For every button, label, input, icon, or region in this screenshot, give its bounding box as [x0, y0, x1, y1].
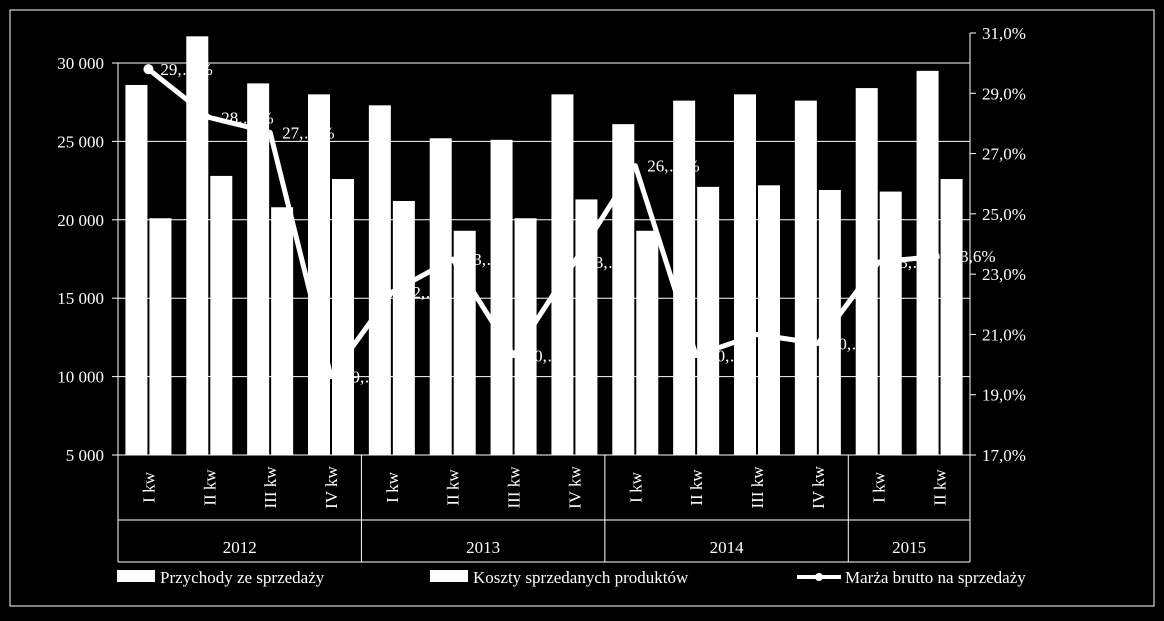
legend-layer: Przychody ze sprzedaży Koszty sprzedanych… — [117, 568, 1026, 587]
bar-przychody — [551, 94, 574, 456]
bar-koszty — [575, 199, 598, 455]
data-label: 29,…% — [160, 60, 212, 79]
legend-przychody-swatch — [117, 570, 155, 582]
legend-marza-label: Marża brutto na sprzedaży — [845, 568, 1026, 587]
data-label: 20,… — [830, 334, 868, 353]
line-layer — [143, 64, 940, 380]
x-category-label: IV kw — [565, 465, 584, 508]
bar-przychody — [186, 36, 209, 456]
data-label: 23,6% — [952, 247, 996, 266]
legend-koszty-swatch — [430, 570, 468, 582]
data-label: 1… — [769, 325, 795, 344]
y-tick-label-right: 31,0% — [982, 24, 1026, 43]
series-line-marza — [146, 67, 940, 380]
bar-koszty — [271, 207, 294, 455]
y-tick-label-left: 15 000 — [57, 289, 104, 308]
data-label: 19,… — [343, 368, 381, 387]
legend-przychody-label: Przychody ze sprzedaży — [160, 568, 325, 587]
x-year-label: 2014 — [710, 538, 745, 557]
x-category-label: III kw — [748, 466, 767, 509]
x-category-label: II kw — [687, 469, 706, 506]
x-category-label: II kw — [931, 469, 950, 506]
bar-przychody — [612, 124, 635, 455]
y-tick-label-left: 25 000 — [57, 132, 104, 151]
bar-koszty — [879, 191, 902, 456]
bar-przychody — [429, 138, 452, 456]
x-category-label: II kw — [200, 469, 219, 506]
legend-koszty-label: Koszty sprzedanych produktów — [473, 568, 689, 587]
bar-przychody — [308, 94, 330, 456]
x-category-label: IV kw — [809, 465, 828, 508]
data-label: 27,…% — [282, 123, 334, 142]
data-label: 20,… — [526, 347, 564, 366]
x-category-label: I kw — [139, 471, 158, 502]
x-category-label: IV kw — [322, 465, 341, 508]
bar-koszty — [758, 185, 780, 455]
x-year-label: 2015 — [892, 538, 926, 557]
data-label: 23,… — [465, 250, 503, 269]
bar-przychody — [673, 100, 696, 455]
y-tick-label-left: 10 000 — [57, 368, 104, 387]
y-tick-label-right: 29,0% — [982, 84, 1026, 103]
x-category-label: II kw — [444, 469, 463, 506]
data-label: 23,… — [586, 253, 624, 272]
y-tick-label-left: 20 000 — [57, 211, 104, 230]
bar-koszty — [332, 179, 354, 456]
y-tick-label-right: 25,0% — [982, 205, 1026, 224]
y-tick-label-right: 23,0% — [982, 265, 1026, 284]
data-label: 26,…% — [647, 157, 699, 176]
bar-przychody — [916, 70, 939, 455]
bar-przychody — [247, 83, 270, 455]
bar-przychody — [855, 88, 878, 455]
y-tick-label-left: 5 000 — [66, 446, 104, 465]
bar-koszty — [697, 186, 720, 455]
y-tick-label-right: 21,0% — [982, 325, 1026, 344]
data-label: 23,… — [891, 253, 929, 272]
bar-koszty — [210, 175, 233, 455]
data-label: 28,…% — [221, 108, 273, 127]
bar-przychody — [734, 94, 756, 456]
y-tick-label-left: 30 000 — [57, 54, 104, 73]
x-category-label: I kw — [383, 471, 402, 502]
axes-layer: 5 000 10 000 15 000 20 000 25 000 30 000 17,0%… — [9, 9, 1155, 607]
x-year-label: 2013 — [466, 538, 500, 557]
bar-koszty — [940, 179, 963, 456]
data-label: 22,… — [404, 283, 442, 302]
y-tick-label-right: 27,0% — [982, 145, 1026, 164]
line-point-marker — [143, 64, 154, 75]
x-category-label: III kw — [505, 466, 524, 509]
bars-layer — [125, 36, 963, 456]
bar-koszty — [818, 190, 841, 455]
bar-przychody — [125, 84, 148, 456]
y-tick-label-right: 19,0% — [982, 386, 1026, 405]
bar-przychody — [794, 100, 817, 455]
x-category-label: I kw — [870, 471, 889, 502]
bar-koszty — [392, 200, 415, 455]
data-label: 20,… — [708, 347, 746, 366]
legend-marza-marker — [815, 573, 823, 581]
bar-przychody — [490, 139, 513, 455]
x-category-label: III kw — [261, 466, 280, 509]
x-category-label: I kw — [626, 471, 645, 502]
chart-frame — [9, 9, 1155, 607]
bar-przychody — [368, 105, 391, 455]
bar-koszty — [149, 218, 172, 455]
y-tick-label-right: 17,0% — [982, 446, 1026, 465]
labels-layer: 29,…% 28,…% 27,…% 19,… 22,… 23,… 20,… 23,… 26,…%… — [160, 60, 995, 386]
x-year-label: 2012 — [223, 538, 257, 557]
bar-koszty — [636, 230, 659, 455]
